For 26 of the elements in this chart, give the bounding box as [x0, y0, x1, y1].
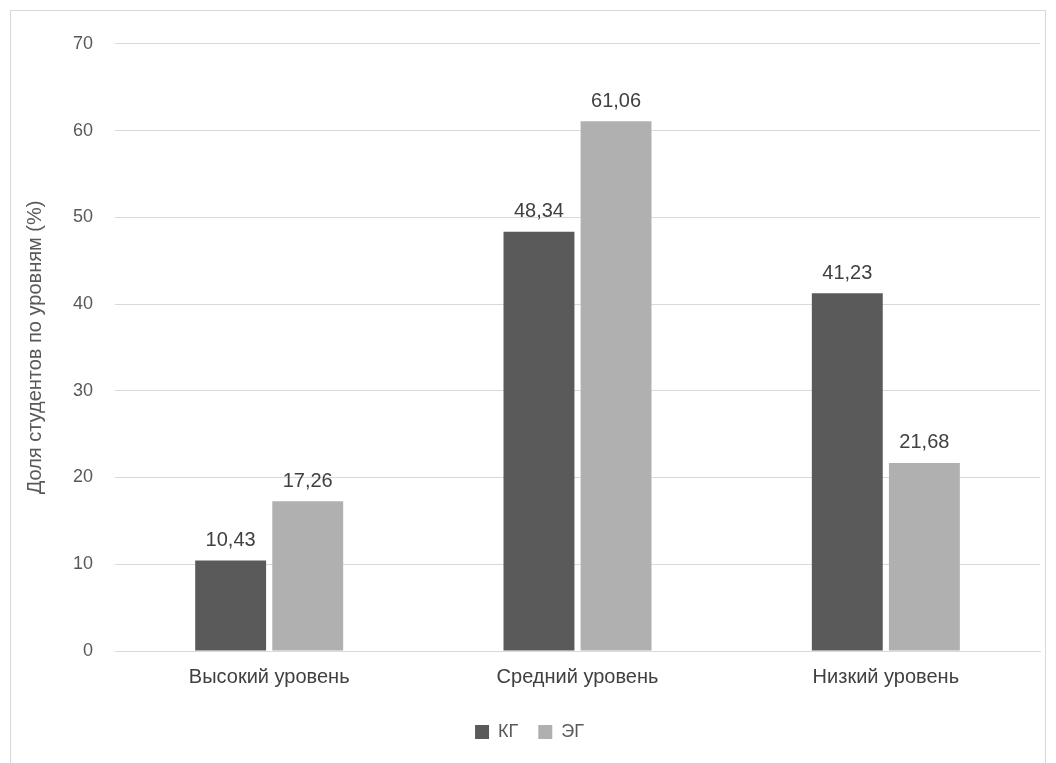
data-label: 21,68 [899, 430, 950, 453]
data-label: 10,43 [205, 528, 256, 551]
x-tick-label: Высокий уровень [188, 664, 350, 687]
y-tick-label: 70 [72, 32, 94, 53]
bar [580, 121, 652, 651]
bar [195, 560, 267, 651]
y-tick-label: 60 [72, 119, 94, 140]
data-label: 17,26 [282, 468, 333, 491]
y-tick-label: 40 [72, 293, 94, 313]
y-tick-label: 30 [72, 379, 94, 400]
legend-label: ЭГ [561, 720, 585, 741]
y-axis-title: Доля студентов по уровням (%) [22, 200, 45, 495]
data-label: 61,06 [591, 88, 642, 111]
data-label: 41,23 [822, 260, 873, 283]
data-label: 48,34 [513, 199, 564, 222]
x-tick-label: Средний уровень [496, 664, 659, 687]
legend-label: КГ [498, 720, 519, 741]
bar [503, 231, 575, 651]
y-tick-label: 50 [72, 206, 94, 227]
y-tick-label: 0 [83, 639, 94, 660]
y-tick-label: 20 [72, 466, 94, 487]
bar [272, 501, 344, 651]
bar [811, 293, 883, 651]
y-tick-label: 10 [72, 553, 94, 574]
x-tick-label: Низкий уровень [812, 664, 960, 687]
bar [888, 462, 960, 651]
